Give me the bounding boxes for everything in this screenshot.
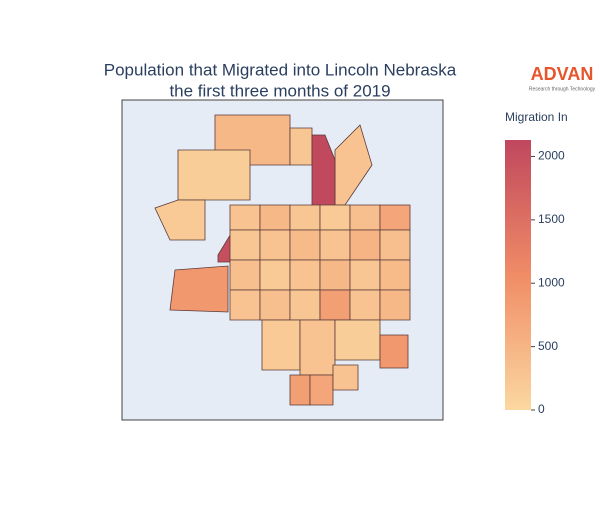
region [334,319,381,361]
region [259,289,291,321]
chart-subtitle: the first three months of 2019 [169,81,390,100]
region [261,319,301,371]
region [379,259,411,291]
region [379,334,409,369]
region [349,204,381,231]
map-regions [154,114,411,406]
region [319,259,351,291]
region [379,289,411,321]
region [309,374,334,406]
logo: ADVAN [531,64,594,84]
colorbar-tick-label: 1000 [538,275,565,289]
colorbar-title: Migration In [505,110,568,124]
region [379,204,411,231]
region [299,319,336,376]
region [289,289,321,321]
region [229,229,261,261]
region [319,229,351,261]
region [289,259,321,291]
region [154,199,206,241]
region [229,204,261,231]
region [349,289,381,321]
region [289,204,321,231]
colorbar [505,140,531,410]
colorbar-tick-label: 1500 [538,212,565,226]
region [319,289,351,321]
region [349,259,381,291]
region [259,259,291,291]
colorbar-tick-label: 500 [538,339,558,353]
chart-title: Population that Migrated into Lincoln Ne… [104,60,457,79]
logo-tagline: Research through Technology [529,86,596,92]
region [259,204,291,231]
region [332,364,359,391]
region [289,374,311,406]
region [229,259,261,291]
region [349,229,381,261]
region [319,204,351,231]
region [229,289,261,321]
region [379,229,411,261]
region [177,149,251,201]
colorbar-tick-label: 2000 [538,149,565,163]
region [289,229,321,261]
region [259,229,291,261]
colorbar-tick-label: 0 [538,402,545,416]
region [289,127,313,166]
region [169,265,229,313]
